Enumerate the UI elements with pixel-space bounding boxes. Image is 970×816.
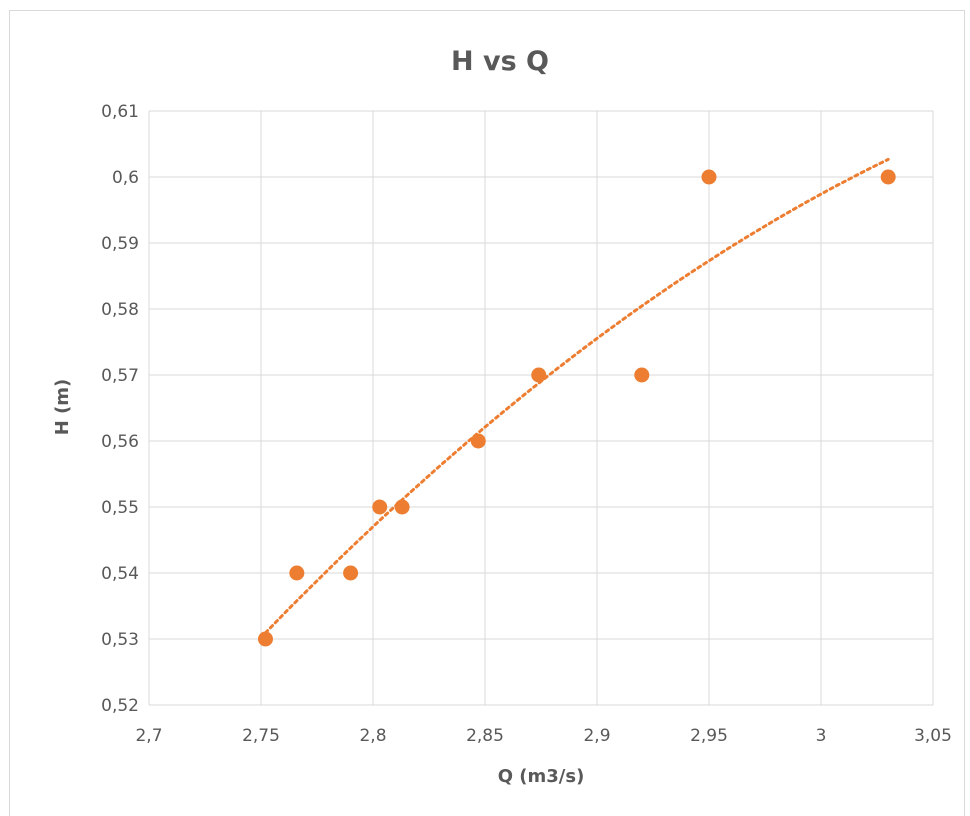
data-point [531,367,547,383]
y-tick-label: 0,54 [101,564,139,584]
data-point [289,565,305,581]
y-tick-label: 0,57 [101,366,139,386]
trendline-path [264,157,890,635]
y-tick-labels: 0,52 0,53 0,54 0,55 0,56 0,57 0,58 0,59 0,6 0,61 [101,102,139,716]
y-tick-label: 0,59 [101,234,139,254]
y-tick-label: 0,55 [101,498,139,518]
data-point [343,565,359,581]
data-point [634,367,650,383]
y-tick-label: 0,58 [101,300,139,320]
data-points [257,169,896,647]
trendline [264,157,890,635]
chart-title: H vs Q [451,46,549,77]
y-tick-label: 0,53 [101,630,139,650]
data-point [257,631,273,647]
y-tick-label: 0,61 [101,102,139,122]
chart-area [9,10,965,816]
x-tick-label: 2,95 [690,726,728,746]
x-tick-label: 2,75 [242,726,280,746]
x-tick-label: 2,9 [583,726,610,746]
x-tick-label: 2,7 [135,726,162,746]
data-point [701,169,717,185]
x-tick-label: 3,05 [914,726,952,746]
data-point [394,499,410,515]
x-axis-label: Q (m3/s) [498,766,585,787]
gridlines [148,110,934,706]
y-tick-label: 0,6 [112,168,139,188]
y-tick-label: 0,52 [101,696,139,716]
x-tick-label: 2,8 [359,726,386,746]
y-tick-label: 0,56 [101,432,139,452]
x-tick-labels: 2,7 2,75 2,8 2,85 2,9 2,95 3 3,05 [135,726,951,746]
data-point [372,499,388,515]
y-axis-label: H (m) [52,379,73,436]
x-tick-label: 2,85 [466,726,504,746]
data-point [880,169,896,185]
x-tick-label: 3 [816,726,827,746]
data-point [470,433,486,449]
